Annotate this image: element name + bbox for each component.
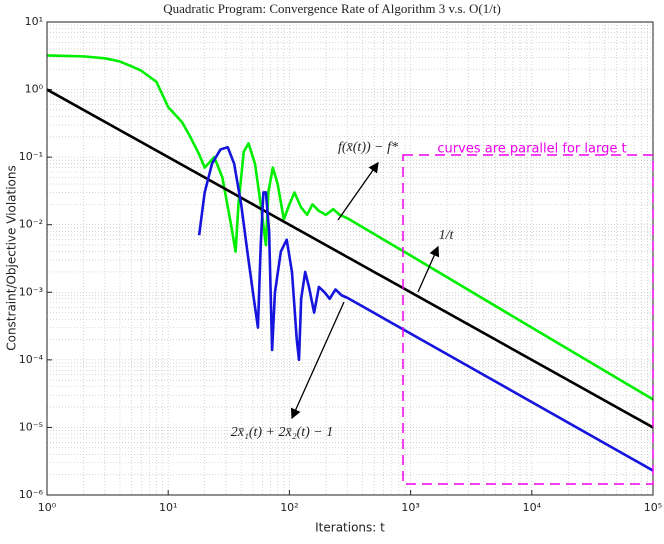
x-tick-label: 10⁰ bbox=[38, 501, 57, 514]
x-tick-label: 10¹ bbox=[159, 501, 177, 514]
annotation: 1/t bbox=[439, 228, 455, 243]
chart-title: Quadratic Program: Convergence Rate of A… bbox=[163, 1, 501, 16]
arrow bbox=[290, 301, 345, 420]
arrow bbox=[337, 161, 379, 221]
y-tick-label: 10⁻² bbox=[19, 218, 43, 231]
highlight-box bbox=[402, 154, 654, 485]
y-tick-label: 10⁻¹ bbox=[19, 150, 43, 163]
y-tick-label: 10⁻³ bbox=[19, 285, 43, 298]
series-line bbox=[46, 54, 654, 401]
y-tick-label: 10¹ bbox=[25, 15, 43, 28]
x-tick-label: 10⁵ bbox=[644, 501, 662, 514]
y-tick-label: 10⁻⁶ bbox=[19, 488, 44, 501]
y-axis-label: Constraint/Objective Violations bbox=[5, 165, 19, 351]
annotation: 2x̄₁(t) + 2x̄₂(t) − 1 bbox=[231, 425, 333, 440]
x-tick-label: 10² bbox=[280, 501, 298, 514]
series-line bbox=[197, 145, 654, 472]
y-tick-label: 10⁻⁴ bbox=[19, 353, 44, 366]
annotation: curves are parallel for large t bbox=[437, 142, 626, 157]
lines bbox=[46, 54, 654, 472]
arrow bbox=[417, 245, 440, 293]
x-tick-label: 10³ bbox=[401, 501, 419, 514]
annotation: f(x̄(t)) − f* bbox=[338, 140, 398, 155]
y-tick-label: 10⁰ bbox=[25, 83, 44, 96]
y-tick-label: 10⁻⁵ bbox=[19, 420, 43, 433]
x-tick-label: 10⁴ bbox=[523, 501, 542, 514]
x-axis-label: Iterations: t bbox=[315, 521, 385, 535]
series-line bbox=[46, 88, 654, 429]
